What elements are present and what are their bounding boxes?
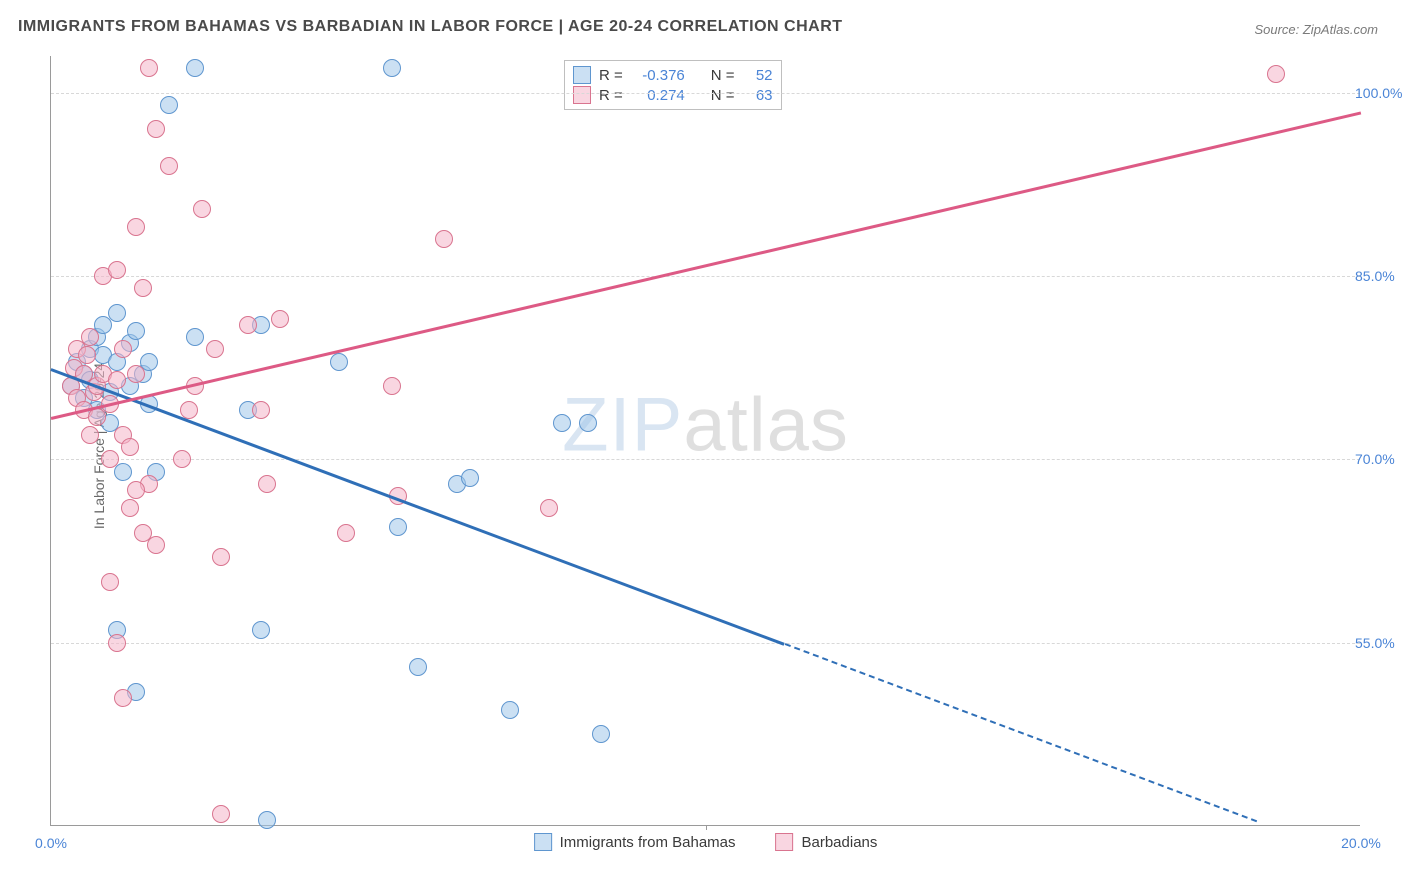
data-point-barbadians	[383, 377, 401, 395]
data-point-barbadians	[206, 340, 224, 358]
data-point-barbadians	[127, 481, 145, 499]
data-point-barbadians	[239, 316, 257, 334]
r-value: -0.376	[631, 67, 685, 84]
chart-plot-area: ZIPatlas R =-0.376N =52R =0.274N =63 Imm…	[50, 56, 1360, 826]
n-value: 63	[743, 87, 773, 104]
x-tick-label: 20.0%	[1341, 835, 1381, 851]
data-point-barbadians	[121, 438, 139, 456]
data-point-barbadians	[147, 120, 165, 138]
data-point-barbadians	[435, 230, 453, 248]
n-label: N =	[711, 87, 735, 104]
x-tick-label: 0.0%	[35, 835, 67, 851]
correlation-stats-box: R = -0.376 N = 52 R = 0.274 N = 63	[564, 60, 782, 110]
x-tick-mark	[706, 825, 707, 830]
y-tick-label: 100.0%	[1355, 85, 1406, 101]
data-point-barbadians	[173, 450, 191, 468]
r-label: R =	[599, 67, 623, 84]
data-point-bahamas	[160, 96, 178, 114]
y-tick-label: 70.0%	[1355, 451, 1406, 467]
data-point-bahamas	[330, 353, 348, 371]
data-point-bahamas	[108, 304, 126, 322]
data-point-barbadians	[127, 218, 145, 236]
data-point-bahamas	[389, 518, 407, 536]
legend-label: Barbadians	[802, 834, 878, 851]
data-point-bahamas	[186, 328, 204, 346]
trendline-extrapolated	[784, 643, 1256, 822]
data-point-barbadians	[140, 59, 158, 77]
data-point-barbadians	[160, 157, 178, 175]
data-point-bahamas	[553, 414, 571, 432]
source-attribution: Source: ZipAtlas.com	[1254, 22, 1378, 37]
data-point-barbadians	[337, 524, 355, 542]
watermark: ZIPatlas	[562, 382, 849, 469]
data-point-barbadians	[134, 279, 152, 297]
data-point-barbadians	[212, 805, 230, 823]
data-point-barbadians	[121, 499, 139, 517]
data-point-barbadians	[108, 634, 126, 652]
data-point-barbadians	[78, 346, 96, 364]
data-point-barbadians	[81, 426, 99, 444]
data-point-barbadians	[258, 475, 276, 493]
data-point-barbadians	[101, 573, 119, 591]
data-point-bahamas	[501, 701, 519, 719]
data-point-barbadians	[108, 261, 126, 279]
gridline-h	[51, 643, 1360, 644]
data-point-bahamas	[461, 469, 479, 487]
y-tick-label: 85.0%	[1355, 268, 1406, 284]
swatch-barbadians	[776, 833, 794, 851]
data-point-barbadians	[101, 450, 119, 468]
data-point-barbadians	[114, 340, 132, 358]
data-point-barbadians	[252, 401, 270, 419]
data-point-barbadians	[127, 365, 145, 383]
data-point-barbadians	[271, 310, 289, 328]
data-point-barbadians	[1267, 65, 1285, 83]
watermark-part2: atlas	[683, 383, 849, 468]
data-point-barbadians	[193, 200, 211, 218]
data-point-bahamas	[252, 621, 270, 639]
data-point-bahamas	[114, 463, 132, 481]
y-tick-label: 55.0%	[1355, 635, 1406, 651]
data-point-bahamas	[186, 59, 204, 77]
stats-row-bahamas: R = -0.376 N = 52	[573, 65, 773, 85]
n-label: N =	[711, 67, 735, 84]
n-value: 52	[743, 67, 773, 84]
chart-title: IMMIGRANTS FROM BAHAMAS VS BARBADIAN IN …	[18, 18, 843, 36]
swatch-bahamas	[534, 833, 552, 851]
data-point-bahamas	[383, 59, 401, 77]
data-point-bahamas	[579, 414, 597, 432]
data-point-bahamas	[592, 725, 610, 743]
legend-label: Immigrants from Bahamas	[560, 834, 736, 851]
data-point-bahamas	[258, 811, 276, 829]
legend-item-bahamas: Immigrants from Bahamas	[534, 833, 736, 851]
data-point-bahamas	[409, 658, 427, 676]
gridline-h	[51, 276, 1360, 277]
data-point-barbadians	[108, 371, 126, 389]
data-point-barbadians	[212, 548, 230, 566]
r-label: R =	[599, 87, 623, 104]
trendline	[51, 368, 785, 645]
legend-item-barbadians: Barbadians	[776, 833, 878, 851]
data-point-barbadians	[540, 499, 558, 517]
swatch-bahamas	[573, 66, 591, 84]
data-point-barbadians	[147, 536, 165, 554]
swatch-barbadians	[573, 86, 591, 104]
data-point-bahamas	[127, 322, 145, 340]
gridline-h	[51, 93, 1360, 94]
data-point-barbadians	[81, 328, 99, 346]
data-point-barbadians	[114, 689, 132, 707]
trendline	[51, 111, 1362, 419]
stats-row-barbadians: R = 0.274 N = 63	[573, 85, 773, 105]
series-legend: Immigrants from Bahamas Barbadians	[534, 833, 878, 851]
gridline-h	[51, 459, 1360, 460]
r-value: 0.274	[631, 87, 685, 104]
